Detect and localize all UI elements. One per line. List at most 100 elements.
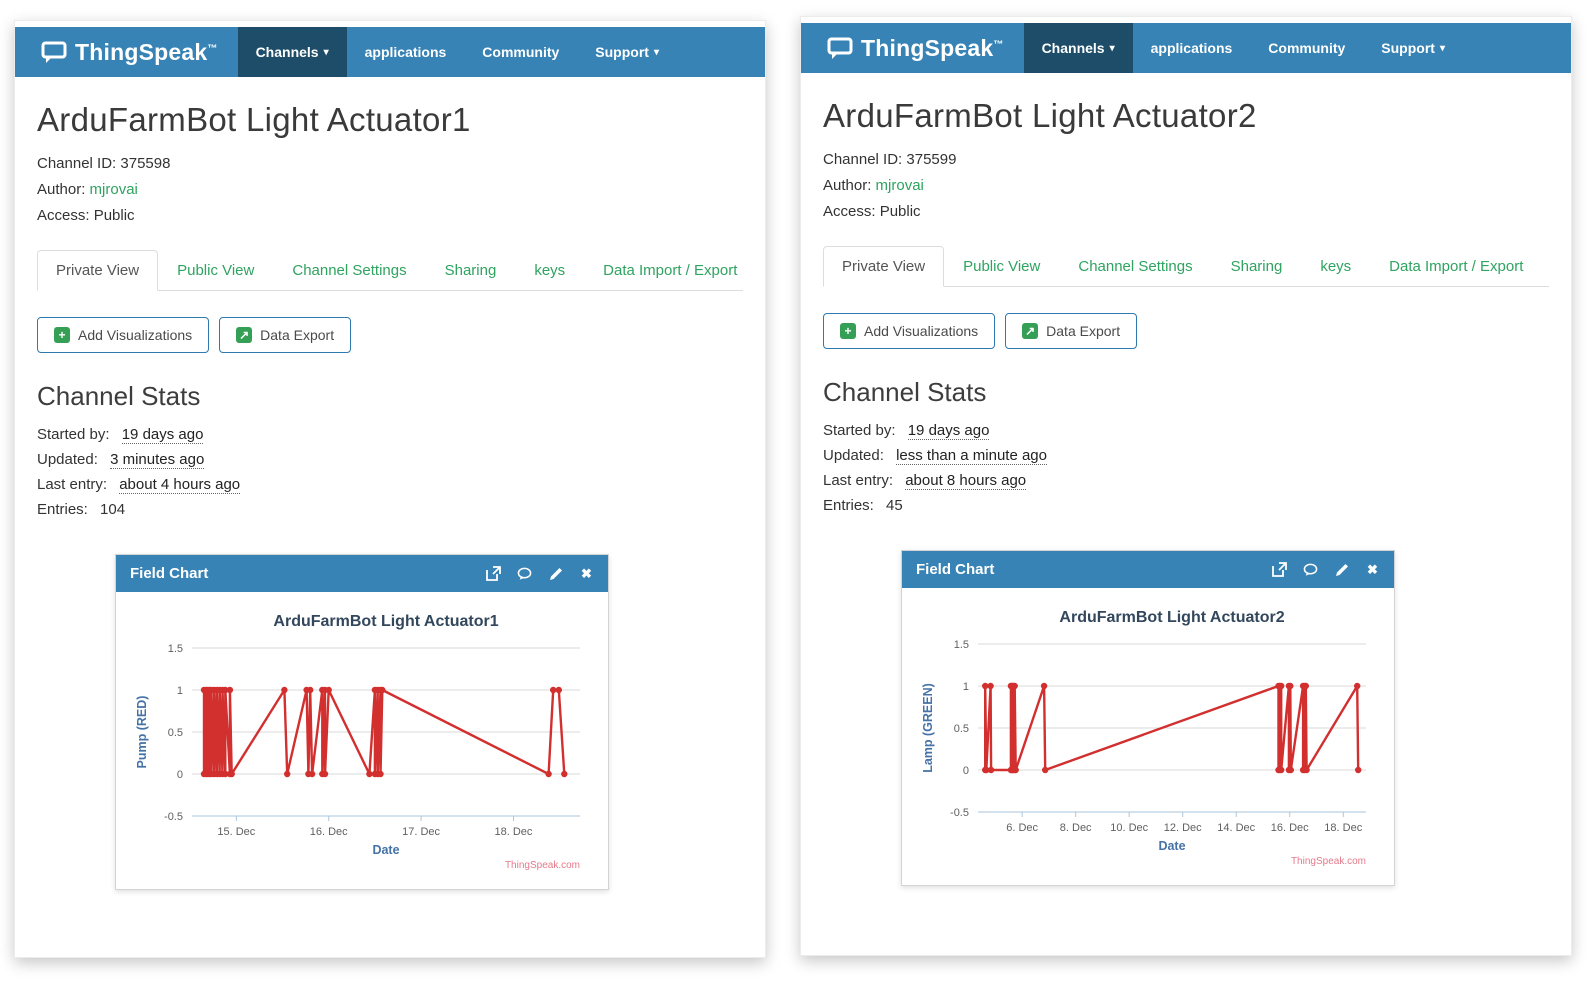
field-chart-title: Field Chart	[916, 561, 995, 578]
nav-support[interactable]: Support ▾	[595, 44, 659, 60]
export-icon: ↗	[236, 327, 253, 343]
popout-icon[interactable]	[1272, 562, 1287, 577]
data-point	[228, 770, 235, 778]
y-axis-title: Lamp (GREEN)	[921, 683, 935, 773]
tab-data-import-export[interactable]: Data Import / Export	[1389, 258, 1524, 275]
tab-private-view[interactable]: Private View	[37, 250, 159, 291]
channel-tabs: Private View Public View Channel Setting…	[823, 246, 1549, 287]
data-point	[1012, 766, 1019, 774]
tab-public-view[interactable]: Public View	[963, 258, 1041, 275]
y-axis-title: Pump (RED)	[135, 696, 149, 769]
data-point	[325, 686, 332, 694]
x-axis-title: Date	[1158, 839, 1185, 853]
data-point	[982, 682, 989, 690]
entries-label: Entries:	[823, 497, 874, 514]
chart-title: ArduFarmBot Light Actuator1	[273, 613, 498, 630]
started-value[interactable]: 19 days ago	[907, 422, 990, 440]
chevron-down-icon: ▾	[1439, 42, 1445, 54]
comment-icon[interactable]	[1303, 562, 1318, 577]
chart-line	[983, 684, 1360, 772]
y-tick-label: 1	[963, 681, 969, 693]
action-buttons: + Add Visualizations ↗ Data Export	[823, 313, 1549, 349]
access-value: Public	[879, 203, 921, 220]
y-tick-label: 1.5	[954, 639, 969, 651]
data-point	[307, 686, 314, 694]
chevron-down-icon: ▾	[1109, 42, 1115, 54]
top-navbar: ThingSpeak™ Channels ▾ applications Commu…	[15, 27, 765, 77]
author-link[interactable]: mjrovai	[89, 181, 138, 198]
channel-stats-heading: Channel Stats	[37, 381, 201, 411]
export-icon: ↗	[1022, 323, 1039, 339]
page-title: ArduFarmBot Light Actuator1	[37, 101, 471, 138]
channel-stats-heading: Channel Stats	[823, 377, 987, 407]
nav-applications[interactable]: applications	[1150, 40, 1233, 56]
close-icon[interactable]: ✖	[1367, 561, 1378, 577]
nav-support[interactable]: Support ▾	[1381, 40, 1445, 56]
data-point	[379, 686, 386, 694]
close-icon[interactable]: ✖	[581, 565, 592, 581]
thingspeak-logo[interactable]: ThingSpeak™	[801, 23, 1024, 73]
field-chart-header: Field Chart ✖	[902, 551, 1394, 588]
edit-icon[interactable]	[1334, 562, 1349, 577]
tab-channel-settings[interactable]: Channel Settings	[292, 262, 407, 279]
speech-bubble-icon	[827, 37, 853, 59]
y-tick-label: -0.5	[950, 807, 969, 819]
tab-keys[interactable]: keys	[1320, 258, 1352, 275]
speech-bubble-icon	[41, 41, 67, 63]
x-tick-label: 15. Dec	[217, 826, 255, 838]
started-value[interactable]: 19 days ago	[121, 426, 204, 444]
channel-meta: Channel ID: 375599 Author: mjrovai Acces…	[823, 151, 1549, 220]
access-label: Access:	[823, 203, 876, 220]
add-visualizations-button[interactable]: + Add Visualizations	[37, 317, 210, 353]
y-tick-label: 0	[963, 765, 969, 777]
add-visualizations-button[interactable]: + Add Visualizations	[823, 313, 996, 349]
popout-icon[interactable]	[486, 566, 501, 581]
nav-channels[interactable]: Channels ▾	[237, 27, 347, 77]
access-label: Access:	[37, 207, 90, 224]
y-tick-label: -0.5	[164, 811, 183, 823]
tab-data-import-export[interactable]: Data Import / Export	[603, 262, 738, 279]
tab-channel-settings[interactable]: Channel Settings	[1078, 258, 1193, 275]
comment-icon[interactable]	[517, 566, 532, 581]
nav-community[interactable]: Community	[1268, 40, 1346, 56]
tab-public-view[interactable]: Public View	[177, 262, 255, 279]
updated-value[interactable]: less than a minute ago	[896, 447, 1047, 465]
chart-line	[202, 688, 566, 776]
channel-id-value: 375599	[906, 151, 957, 168]
data-export-button[interactable]: ↗ Data Export	[1005, 313, 1138, 349]
data-point	[987, 766, 995, 774]
entries-label: Entries:	[37, 501, 88, 518]
tab-private-view[interactable]: Private View	[823, 246, 945, 287]
chart-credit: ThingSpeak.com	[1291, 856, 1366, 866]
action-buttons: + Add Visualizations ↗ Data Export	[37, 317, 743, 353]
author-link[interactable]: mjrovai	[875, 177, 924, 194]
data-point	[550, 686, 557, 694]
nav-channels[interactable]: Channels ▾	[1023, 23, 1133, 73]
last-entry-value[interactable]: about 8 hours ago	[905, 472, 1027, 490]
data-point	[987, 682, 994, 690]
updated-value[interactable]: 3 minutes ago	[110, 451, 205, 469]
data-point	[555, 686, 562, 694]
nav-applications[interactable]: applications	[364, 44, 447, 60]
data-point	[366, 770, 373, 778]
x-axis-title: Date	[372, 843, 399, 857]
updated-label: Updated:	[37, 451, 98, 468]
y-tick-label: 0.5	[954, 723, 969, 735]
tab-sharing[interactable]: Sharing	[444, 262, 497, 279]
nav-community[interactable]: Community	[482, 44, 560, 60]
data-export-button[interactable]: ↗ Data Export	[219, 317, 352, 353]
edit-icon[interactable]	[548, 566, 563, 581]
tab-sharing[interactable]: Sharing	[1230, 258, 1283, 275]
tab-keys[interactable]: keys	[534, 262, 566, 279]
access-value: Public	[93, 207, 135, 224]
data-point	[377, 770, 384, 778]
x-tick-label: 6. Dec	[1006, 822, 1038, 834]
field-chart-body: ArduFarmBot Light Actuator1 1.5 1 0.5 0 -0.5 1…	[116, 592, 608, 889]
data-point	[222, 686, 229, 694]
channel-panel-actuator1: ThingSpeak™ Channels ▾ applications Commu…	[14, 20, 766, 958]
thingspeak-logo[interactable]: ThingSpeak™	[15, 27, 238, 77]
last-entry-value[interactable]: about 4 hours ago	[119, 476, 241, 494]
channel-tabs: Private View Public View Channel Setting…	[37, 250, 743, 291]
data-point	[284, 770, 291, 778]
